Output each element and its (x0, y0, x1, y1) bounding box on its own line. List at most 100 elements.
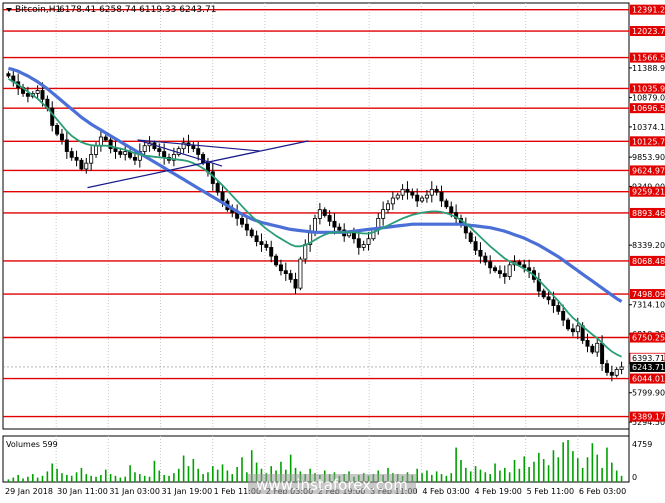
candle-body (162, 151, 167, 158)
candle-body (74, 156, 79, 161)
candle-body (157, 148, 162, 152)
candle-body (142, 145, 147, 152)
volume-bars (7, 440, 623, 482)
level-tag (630, 207, 665, 218)
candle-body (303, 244, 308, 260)
time-tick-label: 29 Jan 2018 (5, 487, 53, 496)
candle-body (244, 223, 249, 231)
candle-body (181, 142, 186, 150)
candle-body (317, 209, 322, 219)
level-tag-label: 11035.92 (632, 84, 665, 93)
time-tick-label: 30 Jan 11:00 (57, 487, 108, 496)
horizontal-levels (3, 8, 629, 418)
candle-body (55, 124, 60, 135)
candle-body (293, 279, 298, 289)
candle-body (59, 133, 64, 141)
level-tag (630, 26, 665, 37)
candle-body (176, 148, 181, 155)
time-tick-label: 1 Feb 11:00 (214, 487, 261, 496)
candle-body (609, 371, 614, 376)
candle-body (444, 200, 449, 208)
candle-body (283, 270, 288, 274)
candle-body (546, 296, 551, 301)
candle-body (89, 154, 94, 164)
candle-body (604, 363, 609, 373)
ohlc-values: 6178.41 6258.74 6119.33 6243.71 (59, 5, 216, 15)
candle-body (278, 264, 283, 272)
time-tick-label: 6 Feb 03:00 (579, 487, 626, 496)
level-tag-label: 10125.78 (632, 137, 665, 146)
candle-body (337, 226, 342, 231)
volume-scale-zero: 0 (632, 473, 637, 482)
grid (55, 3, 579, 482)
candle-body (50, 107, 55, 126)
candle-body (551, 299, 556, 306)
candle-body (488, 261, 493, 269)
trendline-support (87, 140, 309, 189)
symbol-label: Bitcoin,H1 (15, 5, 61, 15)
ask-price-label: 6393.71 (632, 354, 665, 363)
volume-label: Volumes 599 (6, 440, 58, 449)
candle-body (361, 244, 366, 248)
candle-body (614, 369, 619, 376)
candle-body (215, 183, 220, 193)
level-tag-label: 6044.01 (632, 375, 665, 384)
candle-body (264, 244, 269, 248)
candle-body (420, 197, 425, 202)
candle-body (561, 310, 566, 321)
candle-body (497, 270, 502, 274)
candle-body (196, 148, 201, 155)
level-tag-label: 12391.24 (632, 6, 665, 15)
level-tag (630, 4, 665, 15)
price-scale: 11388.9010879.0010374.109853.909349.0083… (629, 64, 665, 427)
candle-body (522, 264, 527, 269)
candle-body (298, 258, 303, 289)
candle-body (327, 215, 332, 222)
level-tag-label: 7498.09 (632, 290, 665, 299)
candle-body (201, 154, 206, 164)
price-tick-label: 5294.50 (632, 418, 665, 427)
dropdown-arrow-icon[interactable] (6, 8, 12, 12)
moving-average-slow (8, 66, 623, 303)
candle-body (118, 151, 123, 155)
candle-body (191, 145, 196, 150)
candle-body (395, 194, 400, 199)
candle-body (390, 197, 395, 205)
level-tag-label: 9624.97 (632, 166, 665, 175)
candle-body (410, 191, 415, 196)
moving-averages (7, 66, 623, 358)
level-tag (630, 103, 665, 114)
candle-body (6, 73, 11, 77)
level-tag (630, 52, 665, 63)
candle-body (527, 267, 532, 272)
level-tag-label: 9259.21 (632, 188, 665, 197)
candle-body (478, 249, 483, 257)
candle-body (424, 194, 429, 199)
candle-body (502, 273, 507, 277)
candle-body (507, 264, 512, 277)
candle-body (566, 319, 571, 330)
candle-body (449, 206, 454, 213)
candle-body (98, 136, 103, 147)
candle-body (351, 232, 356, 240)
trendline-triangle-side (137, 139, 223, 167)
candle-body (274, 255, 279, 266)
candle-body (600, 342, 605, 365)
price-panel (2, 2, 630, 430)
candle-body (103, 136, 108, 141)
candle-body (366, 238, 371, 245)
candle-body (468, 232, 473, 243)
time-tick-label: 5 Feb 11:00 (527, 487, 574, 496)
candle-body (113, 148, 118, 152)
candle-body (429, 188, 434, 196)
trendline-triangle-top (137, 139, 260, 152)
candle-body (332, 220, 337, 228)
level-tag (630, 289, 665, 300)
candle-body (415, 194, 420, 202)
level-tag (630, 136, 665, 147)
candle-body (517, 261, 522, 266)
candle-body (483, 255, 488, 263)
candle-body (381, 209, 386, 219)
candle-body (249, 229, 254, 237)
candle-body (171, 154, 176, 161)
